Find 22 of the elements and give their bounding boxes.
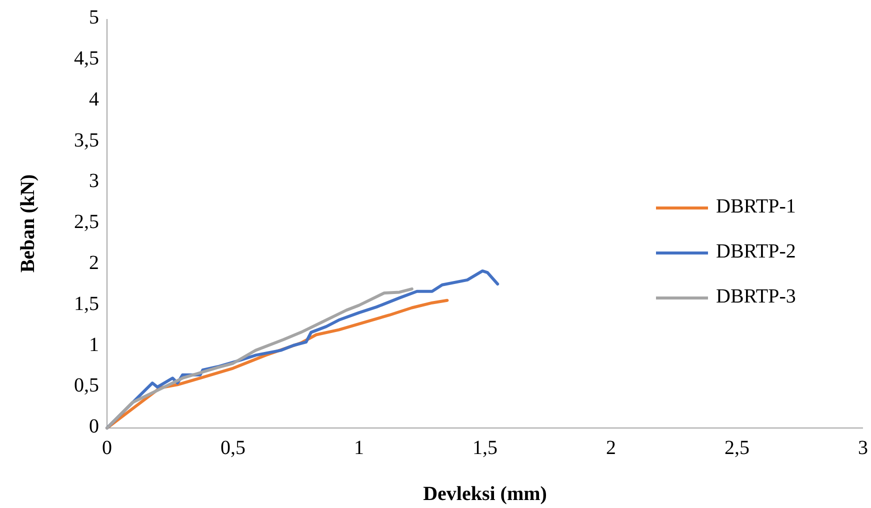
x-tick-label: 1: [354, 437, 364, 459]
y-tick-label: 2,5: [74, 211, 99, 234]
y-tick-label: 2: [89, 252, 99, 274]
y-tick-label: 1: [89, 334, 99, 356]
x-tick-label: 3: [858, 437, 868, 459]
y-axis-title: Beban (kN): [17, 174, 39, 273]
x-tick-label: 2,5: [724, 437, 750, 459]
legend-label: DBRTP-1: [716, 196, 796, 218]
y-tick-label: 4,5: [74, 47, 99, 70]
x-axis-title: Devleksi (mm): [423, 483, 547, 505]
y-tick-label: 0,5: [74, 374, 99, 397]
y-tick-label: 3,5: [74, 129, 99, 152]
y-tick-label: 1,5: [74, 292, 99, 315]
legend-label: DBRTP-3: [716, 286, 796, 308]
x-tick-label: 2: [606, 437, 616, 459]
y-tick-label: 3: [89, 170, 99, 192]
y-tick-label: 5: [89, 6, 99, 29]
legend-label: DBRTP-2: [716, 240, 796, 263]
x-tick-label: 0,5: [220, 437, 246, 459]
x-tick-label: 1,5: [472, 437, 498, 459]
y-tick-label: 0: [89, 416, 99, 438]
y-tick-label: 4: [89, 88, 99, 110]
